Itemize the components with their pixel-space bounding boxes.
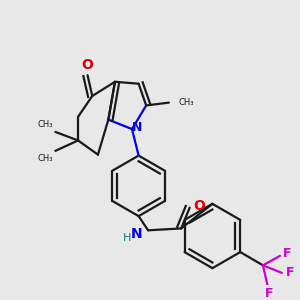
Text: F: F <box>265 287 274 300</box>
Text: CH₃: CH₃ <box>38 120 53 129</box>
Text: N: N <box>131 121 142 134</box>
Text: O: O <box>82 58 94 72</box>
Text: F: F <box>286 266 295 279</box>
Text: CH₃: CH₃ <box>38 154 53 163</box>
Text: O: O <box>193 199 205 213</box>
Text: F: F <box>283 248 292 260</box>
Text: CH₃: CH₃ <box>178 98 194 107</box>
Text: N: N <box>131 227 142 241</box>
Text: H: H <box>123 233 131 243</box>
